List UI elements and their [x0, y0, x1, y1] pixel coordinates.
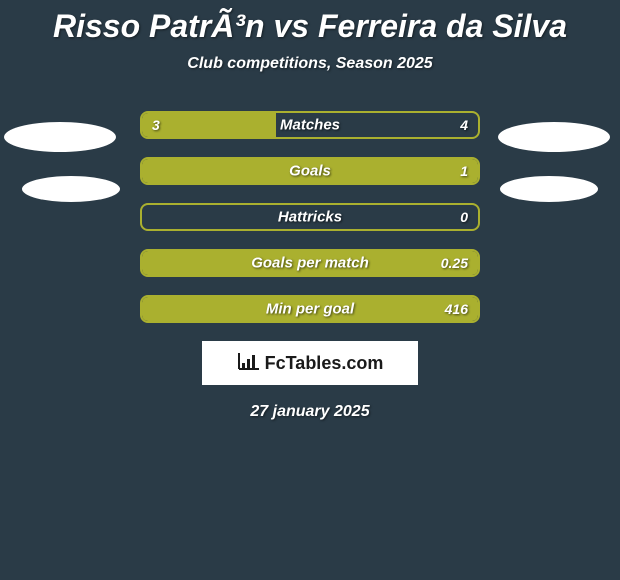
stat-label: Min per goal — [266, 301, 354, 318]
stat-bar-track: Hattricks 0 — [140, 203, 480, 231]
stat-value-right: 416 — [445, 301, 468, 317]
comparison-subtitle: Club competitions, Season 2025 — [0, 55, 620, 73]
stats-container: 3 Matches 4 Goals 1 Hattricks 0 Goals pe… — [0, 111, 620, 323]
stat-row-matches: 3 Matches 4 — [0, 111, 620, 139]
bar-chart-icon — [237, 351, 261, 376]
stat-label: Goals — [289, 163, 331, 180]
stat-row-goals: Goals 1 — [0, 157, 620, 185]
stat-bar-track: Min per goal 416 — [140, 295, 480, 323]
logo-text: FcTables.com — [265, 353, 384, 374]
logo-container: FcTables.com — [202, 341, 418, 385]
stat-value-left: 3 — [152, 117, 160, 133]
snapshot-date: 27 january 2025 — [0, 403, 620, 421]
stat-label: Goals per match — [251, 255, 369, 272]
stat-value-right: 4 — [460, 117, 468, 133]
stat-bar-track: Goals 1 — [140, 157, 480, 185]
comparison-title: Risso PatrÃ³n vs Ferreira da Silva — [0, 0, 620, 45]
stat-value-right: 0 — [460, 209, 468, 225]
stat-label: Matches — [280, 117, 340, 134]
stat-row-goals-per-match: Goals per match 0.25 — [0, 249, 620, 277]
stat-label: Hattricks — [278, 209, 342, 226]
stat-bar-track: Goals per match 0.25 — [140, 249, 480, 277]
stat-value-right: 1 — [460, 163, 468, 179]
stat-bar-track: 3 Matches 4 — [140, 111, 480, 139]
stat-bar-fill-left — [142, 113, 276, 137]
stat-value-right: 0.25 — [441, 255, 468, 271]
stat-row-min-per-goal: Min per goal 416 — [0, 295, 620, 323]
stat-row-hattricks: Hattricks 0 — [0, 203, 620, 231]
